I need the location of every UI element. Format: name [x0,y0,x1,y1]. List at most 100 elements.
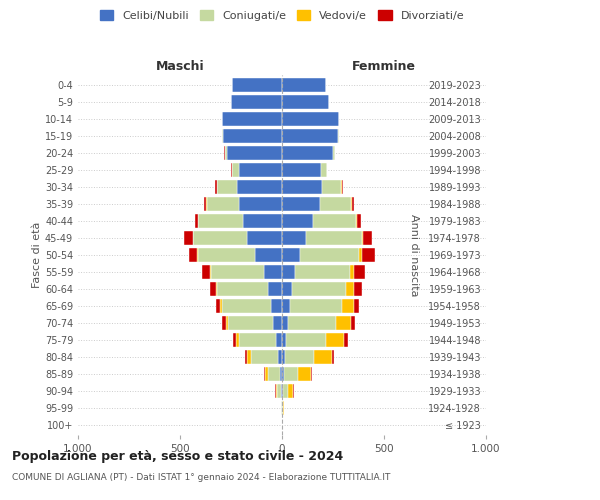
Bar [282,231,307,245]
Bar [276,384,277,398]
Bar [322,180,341,194]
Bar [313,214,356,228]
Bar [251,350,278,364]
Bar [290,299,342,313]
Bar [236,333,239,347]
Bar [247,350,251,364]
Bar [245,350,247,364]
Bar [227,146,282,160]
Bar [222,299,271,313]
Bar [278,350,282,364]
Bar [282,299,290,313]
Bar [204,197,206,211]
Bar [352,197,354,211]
Bar [211,265,263,279]
Bar [321,163,327,177]
Bar [277,384,281,398]
Bar [282,95,329,109]
Bar [298,367,311,381]
Bar [268,367,280,381]
Bar [283,401,284,415]
Bar [199,248,256,262]
Bar [320,197,352,211]
Bar [282,248,301,262]
Bar [288,316,336,330]
Bar [355,282,362,296]
Bar [333,146,335,160]
Bar [355,265,365,279]
Bar [282,350,285,364]
Bar [282,112,339,126]
Bar [276,333,282,347]
Bar [282,129,338,143]
Bar [239,197,282,211]
Bar [280,367,282,381]
Bar [209,265,211,279]
Bar [206,197,239,211]
Bar [239,163,282,177]
Bar [355,299,359,313]
Bar [216,299,220,313]
Bar [217,180,237,194]
Legend: Celibi/Nubili, Coniugati/e, Vedovi/e, Divorziati/e: Celibi/Nubili, Coniugati/e, Vedovi/e, Di… [98,8,466,24]
Bar [232,163,239,177]
Bar [271,299,282,313]
Bar [195,214,198,228]
Bar [282,146,333,160]
Bar [243,214,282,228]
Y-axis label: Anni di nascita: Anni di nascita [409,214,419,296]
Bar [247,231,282,245]
Bar [215,180,217,194]
Bar [301,248,359,262]
Bar [350,265,355,279]
Bar [265,367,268,381]
Bar [342,299,355,313]
Bar [282,78,326,92]
Bar [282,265,295,279]
Bar [314,350,332,364]
Bar [256,248,282,262]
Bar [295,265,350,279]
Bar [344,333,348,347]
Bar [341,180,343,194]
Bar [233,333,236,347]
Bar [220,299,222,313]
Bar [215,282,217,296]
Bar [282,333,286,347]
Bar [217,282,268,296]
Bar [288,384,293,398]
Bar [282,180,322,194]
Bar [223,129,282,143]
Bar [358,214,361,228]
Bar [202,265,209,279]
Bar [222,112,282,126]
Bar [359,248,362,262]
Bar [282,367,284,381]
Bar [239,333,276,347]
Bar [362,248,375,262]
Bar [263,367,265,381]
Bar [282,384,283,398]
Text: COMUNE DI AGLIANA (PT) - Dati ISTAT 1° gennaio 2024 - Elaborazione TUTTITALIA.IT: COMUNE DI AGLIANA (PT) - Dati ISTAT 1° g… [12,472,391,482]
Bar [307,231,362,245]
Text: Femmine: Femmine [352,60,416,74]
Bar [226,316,228,330]
Bar [363,231,373,245]
Bar [228,316,273,330]
Bar [231,95,282,109]
Text: Maschi: Maschi [155,60,205,74]
Bar [237,180,282,194]
Bar [282,163,321,177]
Bar [346,282,355,296]
Bar [268,282,282,296]
Bar [292,282,346,296]
Bar [197,248,199,262]
Bar [356,214,358,228]
Bar [336,316,352,330]
Bar [286,333,326,347]
Bar [209,282,216,296]
Text: Popolazione per età, sesso e stato civile - 2024: Popolazione per età, sesso e stato civil… [12,450,343,463]
Bar [222,316,226,330]
Bar [199,214,243,228]
Bar [193,231,247,245]
